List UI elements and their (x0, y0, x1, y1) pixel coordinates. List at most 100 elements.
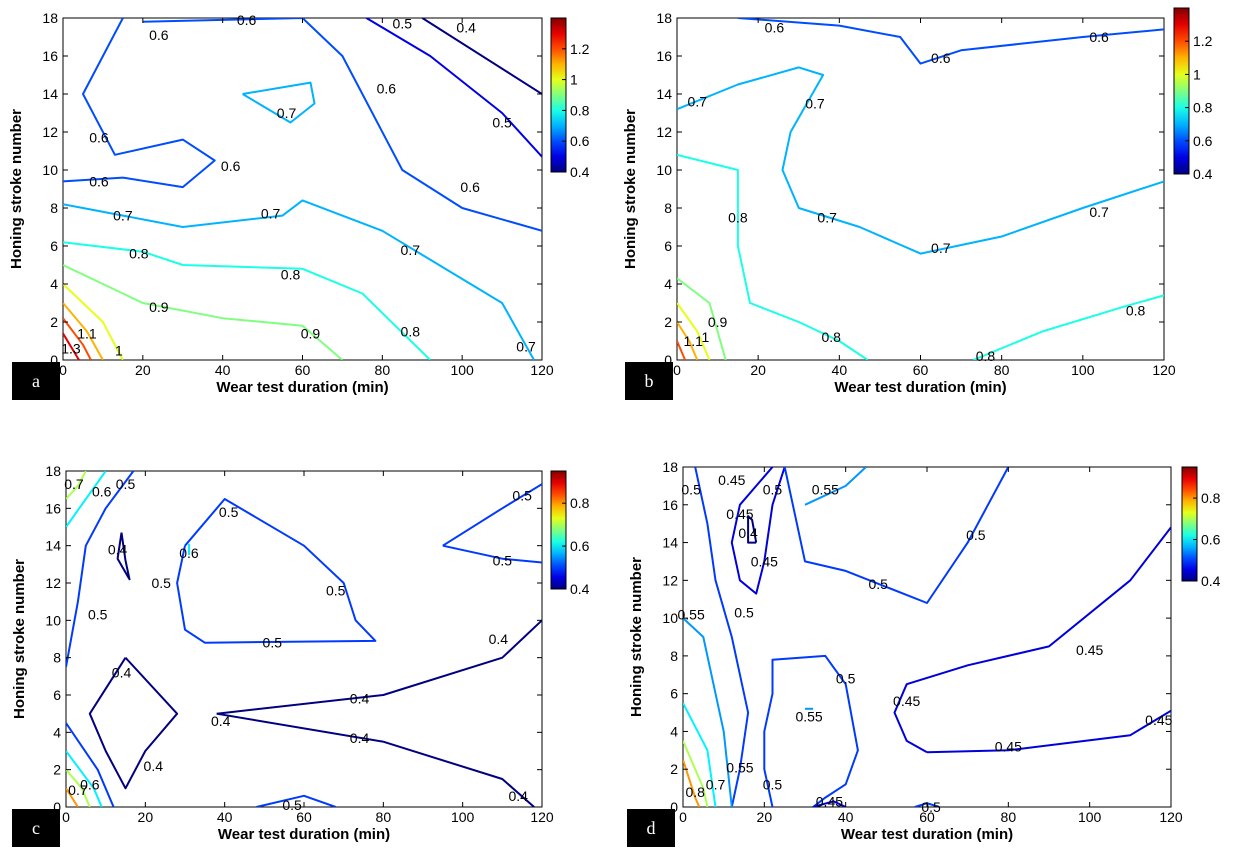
contour-label: 0.5 (763, 482, 783, 498)
y-tick-label: 18 (662, 459, 678, 475)
contour-line (88, 657, 179, 790)
x-axis-label: Wear test duration (min) (841, 826, 1013, 843)
y-tick-label: 14 (45, 538, 61, 554)
y-axis-label: Honing stroke number (622, 109, 639, 269)
x-tick-label: 0 (679, 809, 687, 825)
contour-line (66, 750, 103, 807)
contour-label: 0.8 (129, 246, 149, 262)
contour-label: 0.9 (301, 325, 321, 341)
y-tick-label: 2 (664, 314, 672, 330)
contour-label: 0.4 (456, 20, 476, 36)
contour-label: 0.7 (688, 94, 708, 110)
contour-line (730, 467, 786, 595)
y-tick-label: 2 (670, 761, 678, 777)
colorbar-tick-label: 0.4 (1201, 573, 1221, 589)
colorbar (1181, 466, 1198, 582)
contour-label: 0.6 (179, 545, 199, 561)
contour-label: 0.5 (263, 635, 283, 651)
contour-label: 0.5 (116, 476, 136, 492)
contour-label: 0.9 (149, 299, 169, 315)
contour-label: 0.55 (726, 759, 753, 775)
contour-label: 0.5 (282, 797, 302, 813)
contour-label: 0.45 (751, 553, 778, 569)
contour-label: 0.8 (685, 784, 705, 800)
contour-label: 0.5 (326, 582, 346, 598)
y-tick-label: 10 (45, 612, 61, 628)
x-tick-label: 40 (217, 809, 233, 825)
x-tick-label: 60 (913, 362, 929, 378)
contour-label: 0.7 (277, 105, 297, 121)
x-tick-label: 40 (832, 362, 848, 378)
y-tick-label: 0 (664, 352, 672, 368)
contour-label: 0.5 (966, 527, 986, 543)
contour-label: 0.5 (492, 115, 512, 131)
colorbar-tick-label: 0.4 (1193, 166, 1213, 182)
panel-label-box (627, 809, 675, 847)
x-axis-label: Wear test duration (min) (834, 379, 1006, 396)
y-tick-label: 16 (662, 497, 678, 513)
x-tick-label: 100 (450, 362, 474, 378)
contour-label: 0.6 (237, 12, 257, 28)
contour-line (421, 18, 542, 95)
contour-label: 0.4 (738, 525, 758, 541)
contour-line (63, 264, 344, 360)
panel-label: b (645, 371, 654, 391)
y-tick-label: 18 (45, 463, 61, 479)
contour-line (677, 302, 711, 360)
contour-line (66, 471, 87, 500)
contour-line (63, 18, 216, 189)
contour-label: 0.6 (1089, 29, 1109, 45)
contour-label: 0.55 (795, 708, 822, 724)
plot-area (65, 470, 543, 808)
contour-label: 0.55 (678, 606, 705, 622)
contour-label: 0.45 (893, 693, 920, 709)
contour-line (63, 199, 535, 360)
y-tick-label: 16 (656, 48, 672, 64)
contour-label: 0.7 (1089, 204, 1109, 220)
y-tick-label: 8 (670, 648, 678, 664)
colorbar (550, 470, 567, 590)
y-tick-label: 16 (42, 48, 58, 64)
y-tick-label: 8 (664, 200, 672, 216)
x-tick-label: 100 (1071, 362, 1095, 378)
colorbar (550, 17, 567, 173)
contour-line (63, 241, 431, 360)
contour-line (694, 467, 750, 807)
colorbar (1173, 7, 1190, 175)
contour-line (66, 769, 91, 807)
x-tick-label: 100 (451, 809, 475, 825)
contour-line (142, 18, 542, 232)
contour-label: 1 (702, 329, 710, 345)
contour-line (116, 532, 131, 581)
y-tick-label: 6 (50, 238, 58, 254)
contour-line (812, 800, 847, 807)
x-tick-label: 20 (138, 809, 154, 825)
y-axis-label: Honing stroke number (11, 559, 28, 719)
contour-label: 0.6 (765, 20, 785, 36)
y-tick-label: 12 (45, 575, 61, 591)
contour-label: 0.7 (68, 782, 88, 798)
x-tick-label: 20 (750, 362, 766, 378)
colorbar-tick-label: 0.6 (1193, 133, 1213, 149)
colorbar-tick-label: 0.6 (1201, 532, 1221, 548)
colorbar-tick-label: 0.6 (570, 133, 590, 149)
x-axis-label: Wear test duration (min) (218, 826, 390, 843)
contour-label: 0.6 (92, 484, 112, 500)
colorbar-tick-label: 0.8 (1201, 490, 1221, 506)
contour-lines (683, 467, 1171, 807)
contour-label: 0.6 (149, 27, 169, 43)
y-tick-label: 8 (50, 200, 58, 216)
contour-line (677, 277, 727, 360)
panel-label-box (12, 809, 60, 847)
y-tick-label: 2 (50, 314, 58, 330)
contour-label: 0.9 (708, 314, 728, 330)
contour-line (256, 794, 337, 807)
contour-label: 0.5 (921, 799, 941, 815)
contour-label: 0.45 (1076, 642, 1103, 658)
contour-label: 0.7 (261, 206, 281, 222)
colorbar-tick-label: 1 (1193, 66, 1201, 82)
y-tick-label: 0 (670, 799, 678, 815)
panel-c: 0.7 0.6 0.50.40.50.60.5 0.50.50.50.50.50.40… (11, 463, 590, 847)
contour-label: 0.7 (931, 240, 951, 256)
contour-label: 0.5 (868, 576, 888, 592)
